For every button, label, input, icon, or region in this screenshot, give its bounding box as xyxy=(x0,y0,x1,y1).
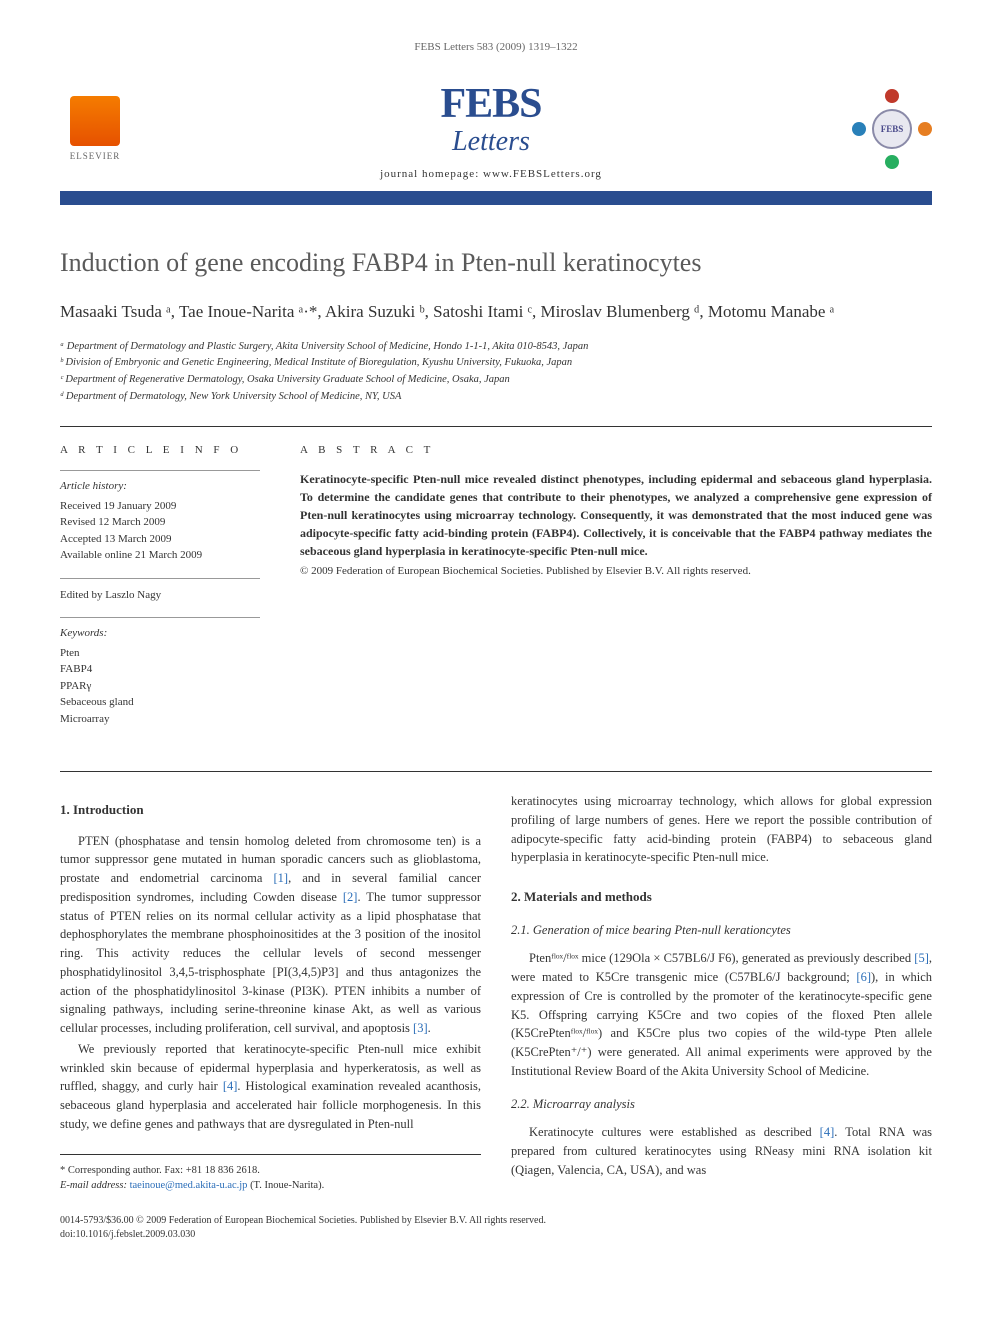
keyword-2: FABP4 xyxy=(60,661,260,678)
edited-by: Edited by Laszlo Nagy xyxy=(60,587,260,604)
elsevier-label: ELSEVIER xyxy=(70,150,121,163)
email-line: E-mail address: taeinoue@med.akita-u.ac.… xyxy=(60,1178,481,1194)
ref-link-5[interactable]: [5] xyxy=(914,951,929,965)
article-title: Induction of gene encoding FABP4 in Pten… xyxy=(60,245,932,281)
intro-para-2: We previously reported that keratinocyte… xyxy=(60,1040,481,1134)
keyword-1: Pten xyxy=(60,645,260,662)
logo-row: ELSEVIER FEBS Letters journal homepage: … xyxy=(60,75,932,182)
email-link[interactable]: taeinoue@med.akita-u.ac.jp xyxy=(130,1180,248,1191)
journal-subname: Letters xyxy=(380,122,602,161)
article-info-sidebar: A R T I C L E I N F O Article history: R… xyxy=(60,443,260,741)
ref-link-4b[interactable]: [4] xyxy=(820,1125,835,1139)
ref-link-1[interactable]: [1] xyxy=(274,871,289,885)
history-label: Article history: xyxy=(60,479,260,494)
history-accepted: Accepted 13 March 2009 xyxy=(60,531,260,548)
febs-badge-icon: FEBS xyxy=(852,89,932,169)
history-revised: Revised 12 March 2009 xyxy=(60,514,260,531)
keyword-3: PPARγ xyxy=(60,678,260,695)
methods-para-1: Ptenᶠˡᵒˣ/ᶠˡᵒˣ mice (129Ola × C57BL6/J F6… xyxy=(511,949,932,1080)
abstract-text: Keratinocyte-specific Pten-null mice rev… xyxy=(300,470,932,560)
ref-link-3[interactable]: [3] xyxy=(413,1021,428,1035)
keyword-4: Sebaceous gland xyxy=(60,694,260,711)
article-info-heading: A R T I C L E I N F O xyxy=(60,443,260,458)
methods-sub1: 2.1. Generation of mice bearing Pten-nul… xyxy=(511,921,932,940)
affiliation-b: ᵇ Division of Embryonic and Genetic Engi… xyxy=(60,355,932,372)
footer-doi: doi:10.1016/j.febslet.2009.03.030 xyxy=(60,1228,932,1242)
keyword-5: Microarray xyxy=(60,711,260,728)
history-online: Available online 21 March 2009 xyxy=(60,547,260,564)
affiliations: ᵃ Department of Dermatology and Plastic … xyxy=(60,339,932,406)
journal-logo: FEBS Letters journal homepage: www.FEBSL… xyxy=(380,75,602,182)
elsevier-logo: ELSEVIER xyxy=(60,89,130,169)
header-divider xyxy=(60,191,932,205)
running-header: FEBS Letters 583 (2009) 1319–1322 xyxy=(60,40,932,55)
intro-para-1: PTEN (phosphatase and tensin homolog del… xyxy=(60,832,481,1038)
footer-issn: 0014-5793/$36.00 © 2009 Federation of Eu… xyxy=(60,1214,932,1228)
elsevier-tree-icon xyxy=(70,96,120,146)
journal-homepage: journal homepage: www.FEBSLetters.org xyxy=(380,167,602,182)
abstract-heading: A B S T R A C T xyxy=(300,443,932,458)
ref-link-4[interactable]: [4] xyxy=(223,1079,238,1093)
ref-link-6[interactable]: [6] xyxy=(856,970,871,984)
affiliation-d: ᵈ Department of Dermatology, New York Un… xyxy=(60,389,932,406)
history-received: Received 19 January 2009 xyxy=(60,498,260,515)
affiliation-a: ᵃ Department of Dermatology and Plastic … xyxy=(60,339,932,356)
footnote-divider: * Corresponding author. Fax: +81 18 836 … xyxy=(60,1154,481,1195)
page-footer: 0014-5793/$36.00 © 2009 Federation of Eu… xyxy=(60,1214,932,1242)
ref-link-2[interactable]: [2] xyxy=(343,890,358,904)
methods-para-2: Keratinocyte cultures were established a… xyxy=(511,1123,932,1179)
left-column: 1. Introduction PTEN (phosphatase and te… xyxy=(60,792,481,1194)
methods-sub2: 2.2. Microarray analysis xyxy=(511,1095,932,1114)
intro-heading: 1. Introduction xyxy=(60,800,481,820)
right-column: keratinocytes using microarray technolog… xyxy=(511,792,932,1194)
abstract-column: A B S T R A C T Keratinocyte-specific Pt… xyxy=(300,443,932,741)
affiliation-c: ᶜ Department of Regenerative Dermatology… xyxy=(60,372,932,389)
methods-heading: 2. Materials and methods xyxy=(511,887,932,907)
corresponding-author: * Corresponding author. Fax: +81 18 836 … xyxy=(60,1163,481,1179)
keywords-label: Keywords: xyxy=(60,626,260,641)
authors-list: Masaaki Tsuda ᵃ, Tae Inoue-Narita ᵃ·*, A… xyxy=(60,299,932,325)
intro-para-2-cont: keratinocytes using microarray technolog… xyxy=(511,792,932,867)
abstract-copyright: © 2009 Federation of European Biochemica… xyxy=(300,564,932,579)
